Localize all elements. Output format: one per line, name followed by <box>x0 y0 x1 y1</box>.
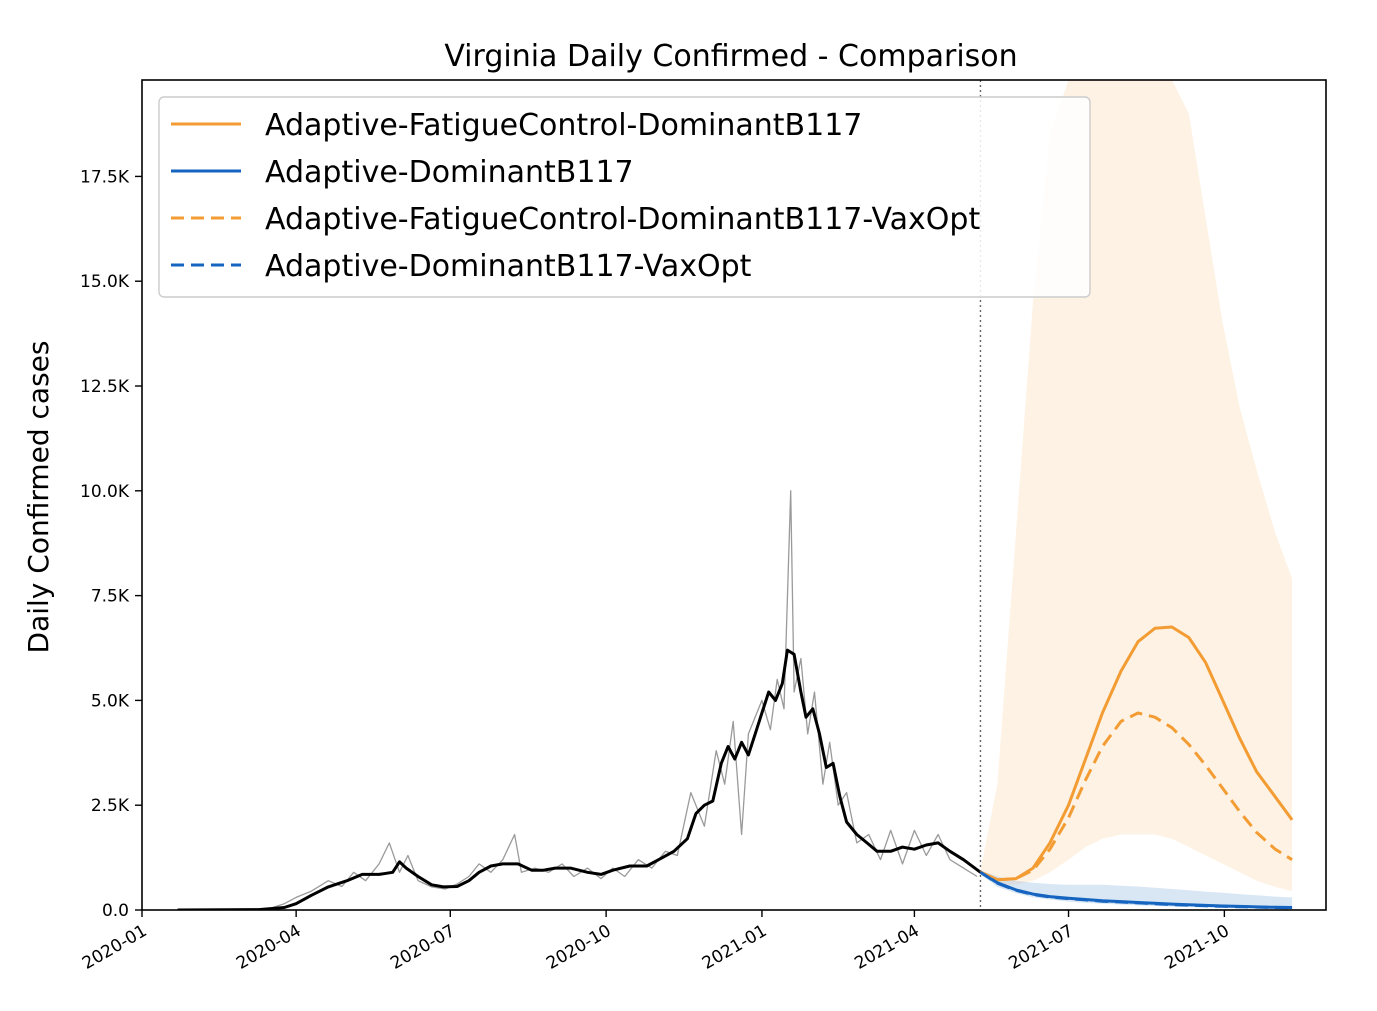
legend-box <box>158 96 1091 298</box>
x-tick-label: 2020-07 <box>387 921 459 974</box>
legend-label-1: Adaptive-FatigueControl-DominantB117 <box>265 108 862 143</box>
x-tick-label: 2021-04 <box>851 921 923 974</box>
observed-smoothed-line <box>177 648 982 910</box>
y-tick-label: 17.5K <box>80 167 130 187</box>
band-dominant-b117 <box>980 870 1293 909</box>
chart-title: Virginia Daily Confirmed - Comparison <box>444 39 1017 74</box>
y-tick-label: 12.5K <box>80 377 130 397</box>
legend-label-2: Adaptive-DominantB117 <box>265 155 634 190</box>
x-tick-label: 2020-10 <box>543 921 615 974</box>
series-line-1 <box>979 625 1294 882</box>
y-axis-label: Daily Confirmed cases <box>22 341 55 654</box>
y-tick-label: 0.0 <box>102 901 129 921</box>
y-tick-label: 7.5K <box>91 587 130 607</box>
plot-frame <box>141 79 1327 911</box>
legend: Adaptive-FatigueControl-DominantB117 Adap… <box>158 96 1091 298</box>
series-line-3 <box>979 711 1293 882</box>
legend-label-3: Adaptive-FatigueControl-DominantB117-Vax… <box>265 202 980 237</box>
x-tick-label: 2021-07 <box>1005 921 1077 974</box>
legend-label-4: Adaptive-DominantB117-VaxOpt <box>265 249 752 284</box>
x-tick-label: 2020-01 <box>79 921 151 974</box>
y-tick-label: 15.0K <box>80 272 130 292</box>
x-tick-label: 2021-01 <box>699 921 771 974</box>
y-tick-label: 10.0K <box>80 482 130 502</box>
observed-daily-line <box>177 490 978 910</box>
y-tick-label: 2.5K <box>91 796 130 816</box>
x-tick-label: 2020-04 <box>233 921 305 974</box>
x-tick-label: 2021-10 <box>1161 921 1233 974</box>
y-tick-label: 5.0K <box>91 691 130 711</box>
series-line-4 <box>979 871 1293 910</box>
